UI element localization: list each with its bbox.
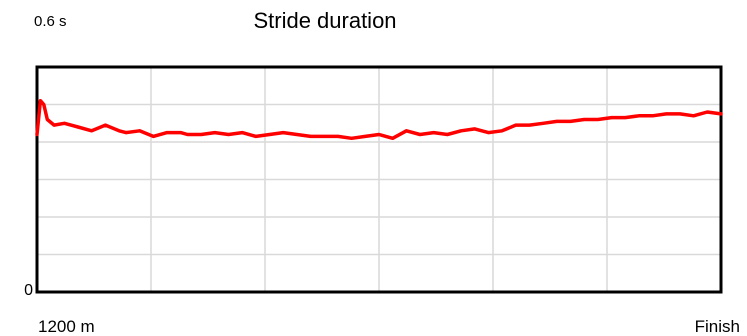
- x-end-label: Finish: [695, 317, 740, 336]
- grid: [37, 67, 721, 292]
- x-start-label: 1200 m: [38, 317, 95, 336]
- chart-title: Stride duration: [253, 8, 396, 33]
- y-top-label: 0.6 s: [34, 13, 67, 30]
- y-bottom-label: 0: [24, 282, 33, 299]
- plot-frame: [35, 65, 723, 294]
- stride-duration-line: [35, 98, 723, 141]
